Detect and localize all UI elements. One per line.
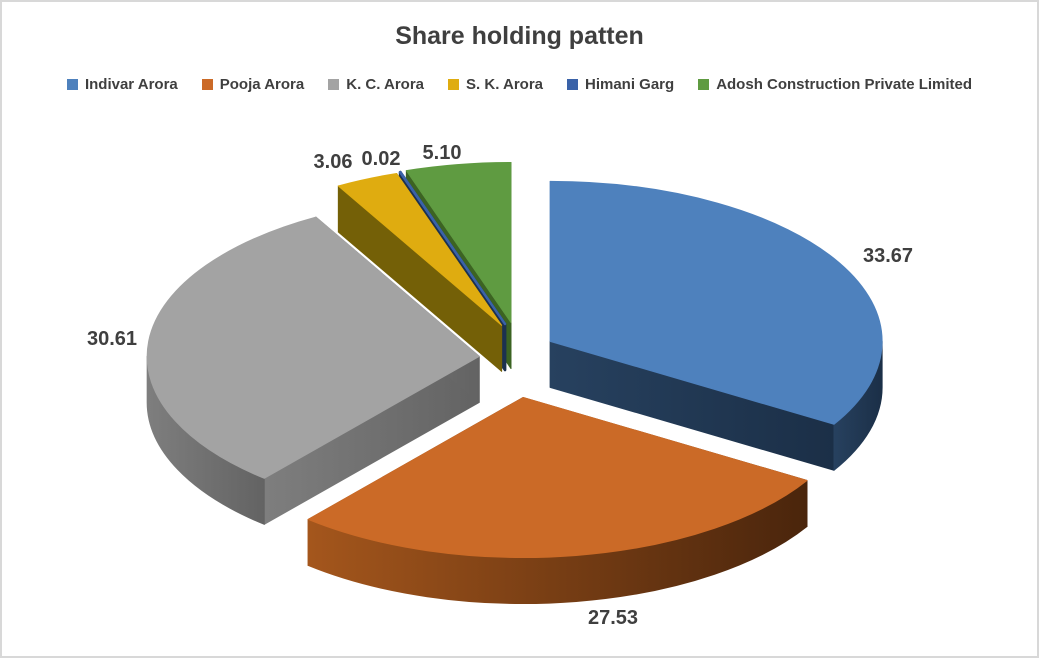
legend-swatch-icon [201,79,213,90]
legend-item-indivar-arora[interactable]: Indivar Arora [66,76,178,93]
slice-top-face [307,397,808,558]
legend-swatch-icon [567,79,578,90]
legend-item-himani-garg[interactable]: Himani Garg [567,76,674,93]
legend-item-s-k-arora[interactable]: S. K. Arora [448,76,543,93]
data-label-s-k-arora[interactable]: 3.06 [314,151,353,173]
data-label-himani-garg[interactable]: 0.02 [362,148,401,170]
legend-item-k-c-arora[interactable]: K. C. Arora [328,76,424,93]
legend-label: Indivar Arora [84,76,178,93]
legend-swatch-icon [66,79,78,90]
legend-label: Adosh Construction Private Limited [716,76,973,93]
chart-title[interactable]: Share holding patten [395,22,644,50]
slice-top-face [337,172,503,326]
pie-slice-s-k-arora[interactable] [337,172,503,372]
slice-top-face [146,216,480,479]
legend-swatch-icon [448,79,460,90]
legend-item-pooja-arora[interactable]: Pooja Arora [201,76,305,93]
legend-swatch-icon [698,79,710,90]
legend-swatch-icon [328,79,340,90]
data-label-k-c-arora[interactable]: 30.61 [87,328,137,350]
slice-top-face [405,161,512,323]
legend-label: Himani Garg [585,76,675,93]
pie-slice-indivar-arora[interactable] [549,180,883,471]
slice-top-face [549,180,883,425]
data-label-pooja-arora[interactable]: 27.53 [588,607,638,629]
pie-slice-k-c-arora[interactable] [146,216,480,525]
pie-slice-pooja-arora[interactable] [307,397,808,604]
chart-legend: Indivar Arora Pooja Arora K. C. Arora S. K.… [2,76,1037,93]
legend-label: K. C. Arora [346,76,425,93]
legend-item-adosh-construction-private-limited[interactable]: Adosh Construction Private Limited [698,76,972,93]
data-label-adosh-construction-private-limited[interactable]: 5.10 [423,142,462,164]
slice-top-face [398,170,507,326]
data-label-indivar-arora[interactable]: 33.67 [863,245,913,267]
legend-label: S. K. Arora [466,76,543,93]
legend-label: Pooja Arora [219,76,305,93]
